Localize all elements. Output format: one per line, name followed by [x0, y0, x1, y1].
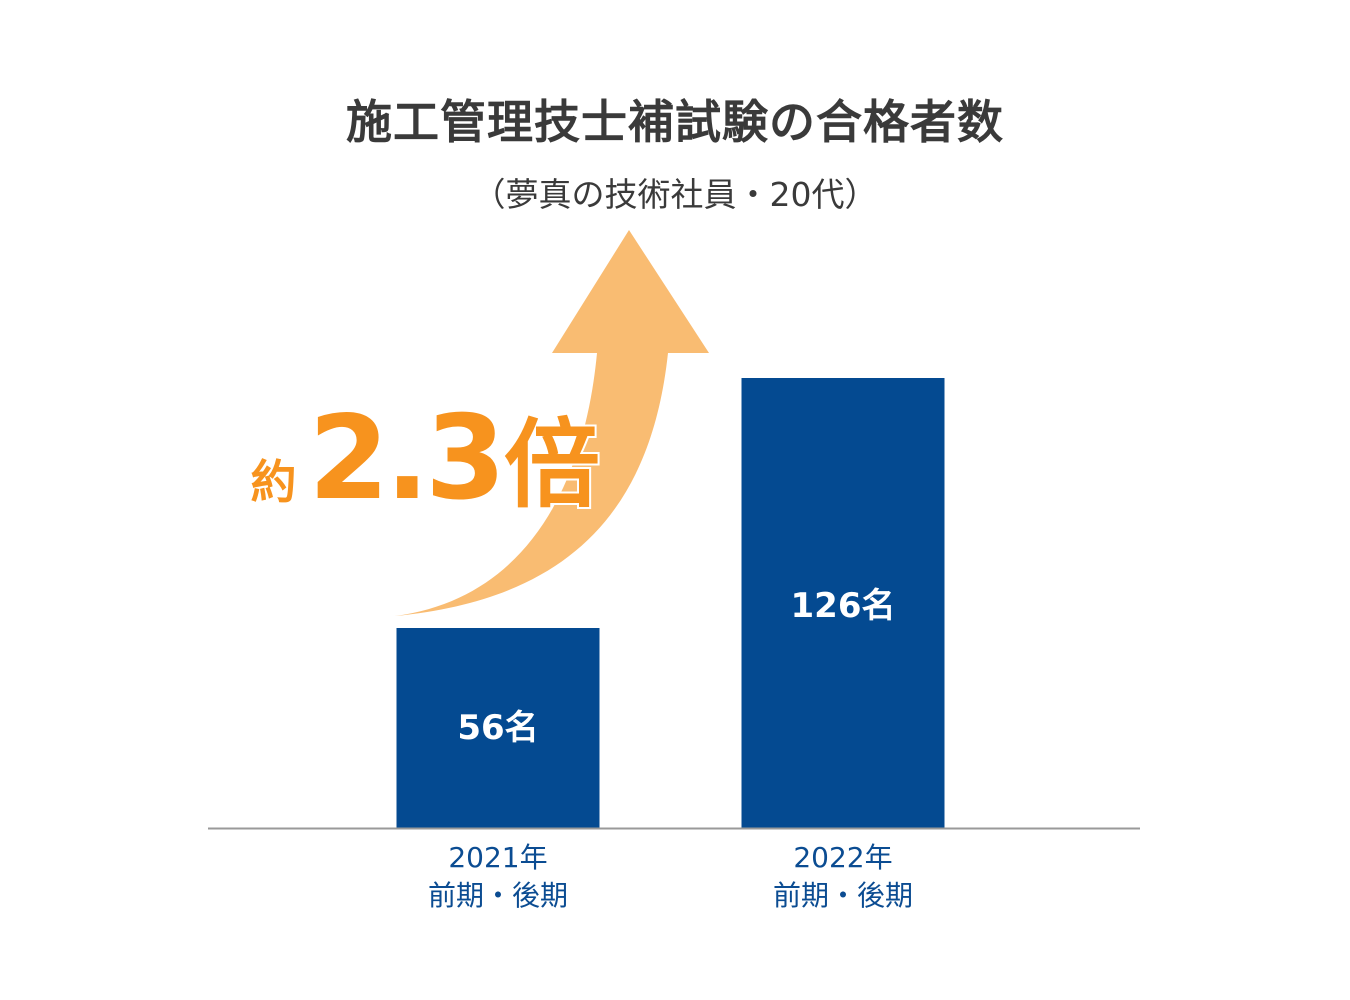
annotation-suffix: 倍 — [504, 409, 600, 521]
bar-value-label: 56名 — [457, 708, 538, 748]
bar-2 — [741, 378, 945, 828]
annotation-value: 2.3 — [309, 391, 503, 526]
growth-arrow-icon — [395, 230, 709, 616]
x-tick-label: 2022年 — [793, 841, 892, 874]
bar-1 — [396, 628, 600, 828]
chart-subtitle: （夢真の技術社員・20代） — [472, 175, 878, 214]
x-tick-label: 前期・後期 — [428, 879, 568, 912]
x-tick-label: 2021年 — [448, 841, 547, 874]
growth-annotation: 約 2.3倍 — [251, 391, 601, 526]
annotation-prefix: 約 — [251, 455, 297, 509]
x-tick-label: 前期・後期 — [773, 879, 913, 912]
chart-title: 施工管理技士補試験の合格者数 — [346, 95, 1004, 149]
bar-value-label: 126名 — [791, 586, 896, 626]
